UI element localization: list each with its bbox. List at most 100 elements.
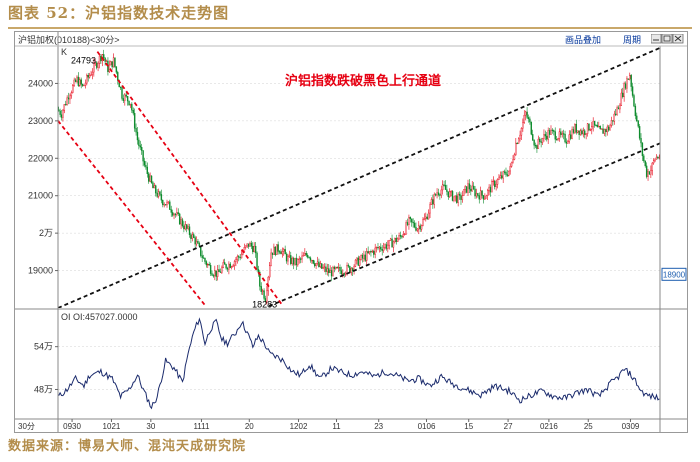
candle-body: [344, 272, 347, 275]
candle-body: [522, 122, 524, 129]
candle-body: [629, 75, 631, 80]
candle-body: [517, 138, 520, 144]
channel-line-red-lower: [58, 120, 207, 307]
candle-body: [592, 120, 594, 127]
candle-body: [458, 193, 461, 196]
candle-body: [433, 194, 435, 205]
overlay-button[interactable]: 画品叠加: [565, 35, 602, 45]
candle-body: [97, 63, 99, 68]
candle-body: [214, 270, 216, 276]
candle-body: [115, 66, 118, 73]
candle-body: [195, 241, 198, 245]
candle-body: [126, 96, 129, 102]
price-tick-label: 23000: [28, 116, 53, 126]
candle-body: [288, 255, 291, 258]
candle-body: [264, 298, 267, 302]
candle-body: [84, 82, 87, 86]
candle-body: [170, 209, 172, 213]
candle-body: [643, 155, 645, 162]
candle-body: [593, 120, 596, 126]
candle-body: [215, 270, 217, 277]
candle-body: [319, 263, 322, 268]
oi-tick-label: 54万: [34, 342, 53, 352]
minimize-icon[interactable]: [651, 34, 662, 44]
candle-body: [231, 266, 233, 268]
candle-body: [301, 255, 303, 260]
candle-body: [285, 253, 288, 262]
candle-body: [132, 110, 134, 114]
candle-body: [159, 191, 161, 195]
candle-body: [112, 57, 115, 68]
candle-body: [86, 75, 88, 84]
candle-body: [423, 218, 426, 220]
x-tick-label: 0106: [418, 422, 436, 431]
candle-body: [187, 226, 189, 229]
candle-body: [205, 261, 208, 266]
candle-body: [405, 222, 407, 235]
candle-body: [441, 184, 444, 191]
candle-body: [537, 138, 540, 149]
candle-body: [229, 263, 231, 268]
candle-body: [506, 174, 509, 176]
candle-body: [555, 139, 558, 141]
last-price-label: 18900: [663, 270, 686, 279]
cycle-button[interactable]: 周期: [623, 35, 642, 45]
candle-body: [363, 254, 365, 259]
candle-body: [343, 273, 345, 275]
candle-body: [456, 195, 458, 203]
candle-body: [461, 195, 464, 200]
candle-body: [219, 271, 222, 273]
candle-body: [406, 222, 409, 225]
candle-body: [384, 244, 386, 248]
candle-body: [184, 224, 186, 230]
candle-body: [434, 194, 437, 196]
candle-body: [100, 55, 102, 62]
candle-body: [404, 233, 406, 236]
candle-body: [568, 134, 570, 142]
candle-body: [413, 222, 416, 228]
maximize-icon[interactable]: [661, 34, 673, 44]
candle-body: [370, 251, 372, 253]
candle-body: [429, 204, 431, 214]
candle-body: [569, 134, 572, 139]
channel-line-black-upper: [58, 47, 660, 308]
candle-body: [615, 113, 617, 116]
candle-body: [253, 245, 255, 253]
candle-body: [395, 237, 397, 242]
candle-body: [290, 255, 292, 264]
candle-body: [651, 162, 653, 171]
candle-body: [223, 262, 226, 265]
candle-body: [315, 263, 317, 267]
candle-body: [623, 83, 625, 98]
candle-body: [447, 191, 450, 198]
candle-body: [526, 111, 528, 118]
candle-body: [364, 254, 367, 261]
candle-body: [387, 244, 389, 249]
candle-body: [166, 201, 168, 206]
candle-body: [616, 107, 618, 115]
candle-body: [548, 130, 551, 135]
candle-body: [356, 257, 358, 261]
candle-body: [368, 251, 371, 254]
candle-body: [222, 262, 224, 268]
price-tick-label: 19000: [28, 266, 53, 276]
candle-body: [481, 190, 483, 196]
candle-body: [482, 195, 485, 200]
candle-body: [142, 150, 144, 162]
candle-body: [63, 104, 66, 111]
candle-body: [630, 75, 632, 87]
channel-line-red-upper: [96, 51, 284, 307]
candle-body: [240, 253, 243, 259]
candle-body: [399, 235, 402, 237]
x-tick-label: 0309: [622, 422, 640, 431]
candle-body: [492, 180, 495, 183]
candle-body: [73, 79, 75, 86]
source-note: 数据来源：博易大师、混沌天成研究院: [8, 439, 247, 454]
candle-body: [385, 244, 388, 249]
candle-body: [505, 171, 507, 175]
candle-body: [252, 246, 254, 253]
candle-body: [216, 269, 219, 277]
candle-body: [496, 179, 499, 185]
candle-body: [460, 195, 462, 200]
candle-body: [650, 170, 652, 175]
